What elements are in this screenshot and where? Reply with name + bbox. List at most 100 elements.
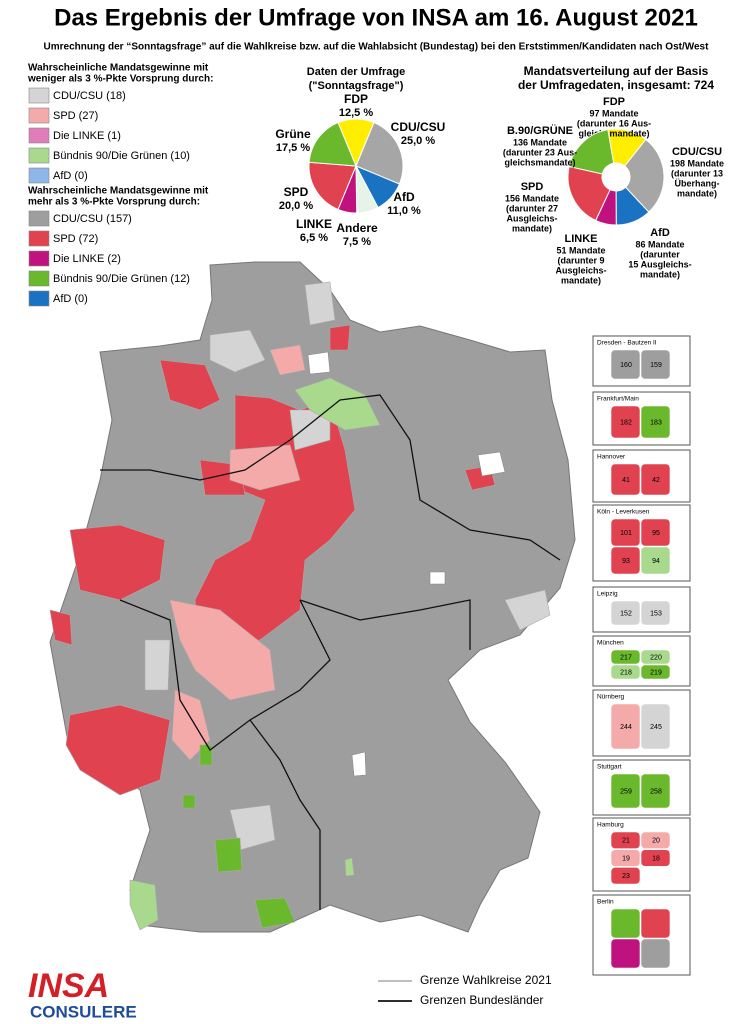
pie-title: der Umfragedaten, insgesamt: 724 (518, 78, 714, 92)
pie-title: Mandatsverteilung auf der Basis (524, 64, 709, 78)
slice-note: (darunter 23 Aus- (503, 147, 577, 157)
district-area (344, 857, 355, 877)
slice-category: SPD (284, 185, 309, 199)
inset-district (610, 405, 641, 439)
legend-heading: mehr als 3 %-Pkte Vorsprung durch: (28, 197, 200, 208)
slice-note: Überhang- (675, 178, 720, 188)
city (307, 351, 331, 375)
slice-note: (darunter 13 (671, 168, 723, 178)
title: Das Ergebnis der Umfrage von INSA am 16.… (54, 4, 698, 31)
district-area (229, 804, 276, 851)
inset-district (610, 908, 641, 939)
district-area (214, 837, 243, 873)
slice-note: Ausgleichs- (555, 265, 606, 275)
inset-district-number: 23 (622, 873, 630, 880)
slice-value-label: 6,5 % (300, 232, 328, 244)
pie-slice (567, 165, 611, 222)
slice-note: (darunter 27 (506, 203, 558, 213)
slice-value-label: 136 Mandate (513, 137, 567, 147)
pie-slice (568, 129, 615, 175)
inset-district (640, 664, 671, 680)
inset-district-number: 219 (650, 669, 662, 676)
legend-swatch (28, 107, 50, 124)
inset-district-number: 94 (652, 558, 660, 565)
inset-district-number: 244 (620, 724, 632, 731)
pie-title: Daten der Umfrage (307, 66, 405, 78)
district-area (294, 377, 381, 431)
slice-value-label: 20,0 % (279, 200, 313, 212)
subtitle: Umrechnung der “Sonntagsfrage” auf die W… (44, 42, 710, 53)
state-line-label: Grenzen Bundesländer (420, 993, 543, 1007)
state-border (119, 599, 331, 751)
legend-heading: Wahrscheinliche Mandatsgewinne mit (28, 63, 209, 74)
legend-label: AfD (0) (53, 293, 88, 305)
inset-district (610, 938, 641, 969)
district-area (159, 359, 221, 411)
inset-district (640, 405, 671, 439)
inset-district (610, 649, 641, 665)
legend-swatch (28, 127, 50, 144)
pie-slice (355, 121, 404, 185)
slice-value-label: 97 Mandate (589, 108, 638, 118)
slice-note: (darunter (640, 249, 680, 259)
pie-title: ("Sonntagsfrage") (309, 80, 404, 92)
slice-note: Ausgleichs- (506, 213, 557, 223)
inset-label: Hamburg (597, 822, 624, 829)
inset-district-number: 19 (622, 855, 630, 862)
slice-value-label: 7,5 % (343, 236, 371, 248)
inset-label: München (597, 640, 624, 647)
inset-district-number: 245 (650, 724, 662, 731)
pie-charts: Daten der Umfrage("Sonntagsfrage")FDP12,… (275, 64, 724, 285)
district-area (329, 324, 351, 351)
inset-district (640, 773, 671, 809)
logo-top: INSA (28, 967, 109, 1005)
inset-label: Stuttgart (597, 764, 622, 771)
cities-white (307, 351, 506, 777)
district-area (304, 281, 336, 326)
slice-note: gleichsmandate) (578, 128, 649, 138)
inset-label: Dresden - Bautzen II (597, 340, 657, 347)
inset-district-number: 18 (652, 855, 660, 862)
inset-district (640, 349, 671, 380)
district-area (504, 589, 551, 631)
inset-district (610, 867, 641, 885)
pie-slice (308, 161, 357, 211)
inset-district-number: 218 (620, 669, 632, 676)
inset-district-number: 21 (622, 838, 630, 845)
pie-slice (308, 121, 357, 167)
slice-category: AfD (393, 190, 415, 204)
slice-category: Andere (336, 221, 378, 235)
inset-label: Berlin (597, 899, 614, 906)
district-area (169, 599, 276, 701)
inset-district-number: 183 (650, 419, 662, 426)
inset-label: Frankfurt/Main (597, 396, 639, 403)
logo-bottom: CONSULERE (30, 1002, 137, 1021)
inset-district (610, 349, 641, 380)
inset-district (610, 518, 641, 547)
districts-cdu-close (144, 281, 551, 851)
legend-swatch (28, 290, 50, 307)
inset-district (610, 664, 641, 680)
slice-note: gleichsmandate) (504, 157, 575, 167)
slice-category: FDP (344, 92, 368, 106)
inset-district-number: 220 (650, 654, 662, 661)
legend-label: CDU/CSU (157) (53, 213, 132, 225)
pie-slice (624, 138, 665, 213)
district-area (129, 879, 159, 931)
districts-greens (129, 377, 381, 931)
slice-note: 15 Ausgleichs- (628, 259, 691, 269)
slice-category: B.90/GRÜNE (507, 124, 573, 137)
inset-district-number: 153 (650, 610, 662, 617)
state-border (249, 719, 321, 910)
legend-heading: Wahrscheinliche Mandatsgewinne mit (28, 186, 209, 197)
legend-heading: weniger als 3 %-Pkte Vorsprung durch: (27, 74, 213, 85)
inset-district (610, 773, 641, 809)
state-border (299, 599, 471, 650)
slice-note: mandate) (640, 269, 680, 279)
inset-district (640, 463, 671, 496)
inset-district (610, 546, 641, 575)
slice-note: (darunter 9 (557, 255, 604, 265)
legend-swatch (28, 167, 50, 184)
